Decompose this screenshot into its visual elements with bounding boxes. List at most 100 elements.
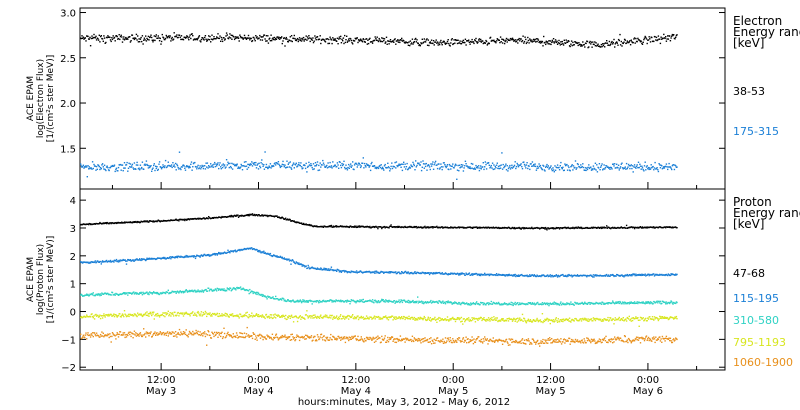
data-point <box>384 42 386 44</box>
data-point <box>151 314 153 317</box>
data-point <box>676 34 678 36</box>
data-point <box>532 40 534 43</box>
data-point <box>394 161 396 164</box>
data-point <box>178 34 181 36</box>
electron-y-tick-label: 2.5 <box>60 54 76 65</box>
data-point <box>343 269 345 272</box>
data-point <box>200 38 203 41</box>
data-point <box>465 163 467 165</box>
data-point <box>647 166 650 169</box>
data-point <box>468 303 470 305</box>
data-point <box>278 36 280 38</box>
data-point <box>582 163 584 165</box>
data-point <box>599 169 601 171</box>
data-point <box>115 168 117 171</box>
data-point <box>589 303 591 305</box>
data-point <box>335 316 337 318</box>
data-point <box>156 291 159 294</box>
data-point <box>294 315 297 317</box>
data-point <box>304 167 307 170</box>
data-point <box>181 313 183 315</box>
data-point <box>438 271 441 274</box>
data-point <box>487 162 490 164</box>
data-point <box>306 301 308 303</box>
data-point <box>295 162 297 164</box>
data-point <box>279 165 281 167</box>
data-point <box>518 37 520 40</box>
data-point <box>366 317 368 320</box>
data-point <box>503 166 505 169</box>
data-point <box>269 40 272 42</box>
data-point <box>657 169 659 171</box>
data-point <box>198 36 200 38</box>
data-point <box>474 40 477 42</box>
data-point <box>649 38 651 40</box>
data-point <box>373 165 376 167</box>
data-point <box>272 296 274 298</box>
data-point <box>260 36 262 38</box>
data-point <box>196 38 198 40</box>
data-point <box>170 40 172 42</box>
data-point <box>81 261 83 263</box>
data-point <box>208 290 211 292</box>
proton-series-47-68 <box>80 213 678 231</box>
data-point <box>355 316 358 319</box>
data-point <box>158 315 160 317</box>
data-point <box>426 165 429 167</box>
data-point <box>172 315 175 317</box>
data-point <box>641 42 643 45</box>
data-point <box>529 274 531 276</box>
data-point <box>336 37 339 39</box>
data-point <box>264 317 266 320</box>
data-point <box>398 163 400 165</box>
data-point <box>276 215 278 217</box>
data-point <box>334 164 337 166</box>
data-point <box>426 169 428 171</box>
data-point <box>353 226 355 228</box>
data-point <box>420 43 423 45</box>
data-point <box>178 168 180 170</box>
data-point <box>236 286 238 289</box>
data-point <box>381 168 383 170</box>
data-point <box>487 226 490 228</box>
data-point <box>455 227 457 229</box>
data-point <box>332 269 334 271</box>
data-point <box>346 167 348 170</box>
data-point <box>446 40 449 43</box>
data-point <box>541 168 544 171</box>
data-point <box>91 294 94 296</box>
data-point <box>151 36 153 39</box>
data-point <box>458 302 461 304</box>
data-point <box>626 302 628 305</box>
data-point <box>231 168 234 170</box>
data-point <box>501 227 503 229</box>
data-point <box>554 275 557 277</box>
data-point <box>629 44 632 46</box>
data-point <box>269 166 271 168</box>
data-point <box>192 311 194 313</box>
data-point <box>592 276 594 278</box>
data-point <box>156 258 158 260</box>
data-point <box>223 289 226 292</box>
data-point <box>99 314 101 316</box>
data-point <box>320 166 322 168</box>
data-point <box>586 226 589 229</box>
data-point <box>144 313 146 315</box>
data-point <box>221 315 224 317</box>
data-point <box>379 164 381 167</box>
electron-legend-entry: 38-53 <box>733 85 765 98</box>
data-point <box>368 300 370 302</box>
data-point <box>397 165 399 168</box>
data-point <box>462 164 464 166</box>
data-point <box>183 313 185 315</box>
data-point <box>394 271 396 274</box>
data-point <box>441 44 443 46</box>
data-point <box>491 303 494 305</box>
data-point <box>475 164 477 167</box>
data-point <box>227 249 229 251</box>
data-point <box>420 227 423 229</box>
data-point <box>119 35 122 38</box>
data-point <box>256 249 258 251</box>
data-point <box>436 42 438 44</box>
data-point <box>179 36 181 38</box>
